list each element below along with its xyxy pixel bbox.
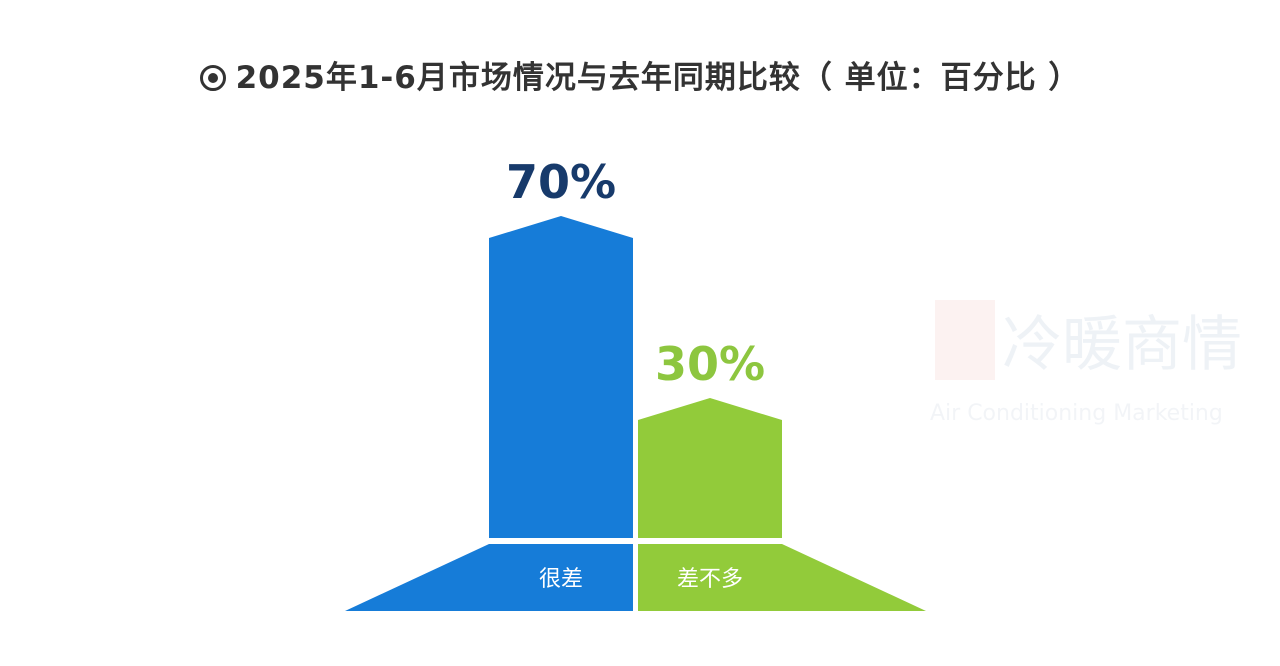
bar-0 [489,216,633,538]
bar-1 [638,398,782,538]
base-0 [345,544,633,611]
category-label-0: 很差 [539,567,583,592]
watermark-logo-block [935,300,995,380]
radio-bullet-icon [199,65,226,91]
category-label-1: 差不多 [677,567,743,592]
base-1 [638,544,926,611]
data-label-1: 30% [655,337,765,391]
chart-title-text: 2025年1-6月市场情况与去年同期比较（ 单位：百分比 ） [235,60,1081,96]
watermark-logo: 冷暖商情 Air Conditioning Marketing [930,300,1242,426]
watermark-brand-text: 冷暖商情 [1002,310,1242,380]
chart-title: 2025年1-6月市场情况与去年同期比较（ 单位：百分比 ） [0,52,1280,97]
data-label-0: 70% [506,155,616,209]
watermark-english-text: Air Conditioning Marketing [930,401,1223,426]
